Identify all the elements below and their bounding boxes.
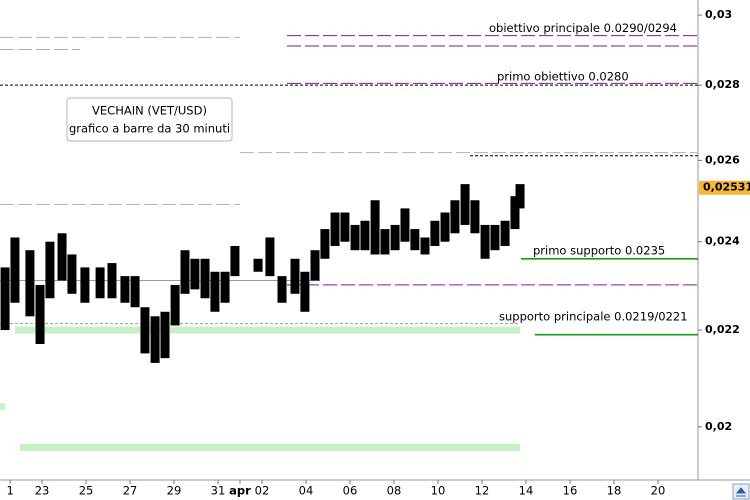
price-bar xyxy=(360,220,370,251)
price-bar xyxy=(460,184,470,225)
price-bar xyxy=(450,200,460,234)
price-bar xyxy=(0,267,10,331)
price-bar xyxy=(440,212,450,242)
price-bar xyxy=(180,250,190,294)
price-bar xyxy=(480,224,490,259)
x-tick-label: 25 xyxy=(79,484,94,498)
price-bar xyxy=(350,224,360,251)
price-bar xyxy=(45,241,55,299)
price-bar xyxy=(410,229,420,251)
scroll-icon xyxy=(735,487,747,497)
x-tick-label: apr xyxy=(229,484,251,498)
x-tick-label: 29 xyxy=(167,484,182,498)
price-bar xyxy=(120,276,130,303)
price-bar xyxy=(300,271,310,312)
price-bar xyxy=(35,284,45,345)
scroll-button[interactable] xyxy=(732,483,750,500)
price-bar xyxy=(200,258,210,299)
x-tick-label: 23 xyxy=(35,484,50,498)
price-bar xyxy=(107,263,117,299)
support-band xyxy=(20,443,520,451)
price-bar xyxy=(470,200,480,234)
plot-area xyxy=(0,35,698,451)
price-bar xyxy=(330,212,340,246)
price-tag xyxy=(699,180,750,195)
price-bar xyxy=(510,196,520,230)
y-tick-label: 0,03 xyxy=(705,8,732,21)
price-bar xyxy=(400,208,410,242)
x-tick-label: 18 xyxy=(607,484,622,498)
price-bar xyxy=(95,267,105,299)
price-bar xyxy=(340,212,350,242)
price-bar xyxy=(265,237,275,277)
y-tick-label: 0,026 xyxy=(705,153,740,166)
price-bar xyxy=(320,229,330,259)
price-bar xyxy=(515,184,525,209)
x-tick-label: 12 xyxy=(475,484,490,498)
x-tick-label: 1 xyxy=(6,484,13,498)
level-annotation: primo supporto 0.0235 xyxy=(533,244,665,258)
price-bar xyxy=(500,220,510,246)
price-bar xyxy=(380,229,390,255)
y-tick-label: 0,02 xyxy=(705,420,732,433)
y-tick-label: 0,024 xyxy=(705,235,740,248)
chart-subtitle: grafico a barre da 30 minuti xyxy=(69,122,230,136)
price-bar xyxy=(160,311,170,359)
price-bar xyxy=(80,267,90,303)
level-annotation: obiettivo principale 0.0290/0294 xyxy=(489,21,677,35)
price-bar xyxy=(150,316,160,363)
y-tick-label: 0,028 xyxy=(705,78,740,91)
price-bar xyxy=(130,276,140,308)
price-bar xyxy=(253,258,263,272)
x-tick-label: 02 xyxy=(255,484,270,498)
x-tick-label: 14 xyxy=(519,484,534,498)
price-bar xyxy=(220,271,230,303)
x-tick-label: 16 xyxy=(563,484,578,498)
price-bar xyxy=(10,237,20,303)
x-tick-label: 10 xyxy=(431,484,446,498)
x-tick-label: 04 xyxy=(299,484,314,498)
price-bar xyxy=(190,258,200,290)
level-annotation: supporto principale 0.0219/0221 xyxy=(499,310,688,324)
chart-title: VECHAIN (VET/USD) xyxy=(92,104,207,118)
price-bar xyxy=(57,233,67,281)
price-bar xyxy=(370,200,380,255)
price-bar xyxy=(490,224,500,251)
title-box xyxy=(66,97,233,142)
price-bar xyxy=(310,250,320,281)
x-tick-label: 20 xyxy=(651,484,666,498)
price-bar xyxy=(67,254,77,294)
price-bar xyxy=(420,237,430,255)
price-bar xyxy=(230,245,240,277)
x-tick-label: 06 xyxy=(343,484,358,498)
price-bar xyxy=(430,220,440,246)
y-axis-area xyxy=(698,0,750,500)
price-bar xyxy=(170,284,180,326)
price-bar xyxy=(25,250,35,317)
x-tick-label: 31 xyxy=(211,484,226,498)
level-annotation: primo obiettivo 0.0280 xyxy=(497,69,629,83)
price-bar xyxy=(210,271,220,312)
x-tick-label: 08 xyxy=(387,484,402,498)
support-band xyxy=(0,403,5,411)
price-bar xyxy=(140,307,150,354)
price-bar xyxy=(290,258,300,294)
support-band xyxy=(15,326,520,334)
price-bar xyxy=(277,276,287,303)
x-tick-label: 27 xyxy=(123,484,138,498)
price-bar xyxy=(390,224,400,251)
y-tick-label: 0,022 xyxy=(705,323,740,336)
price-tag-label: 0,025310 xyxy=(703,181,750,194)
